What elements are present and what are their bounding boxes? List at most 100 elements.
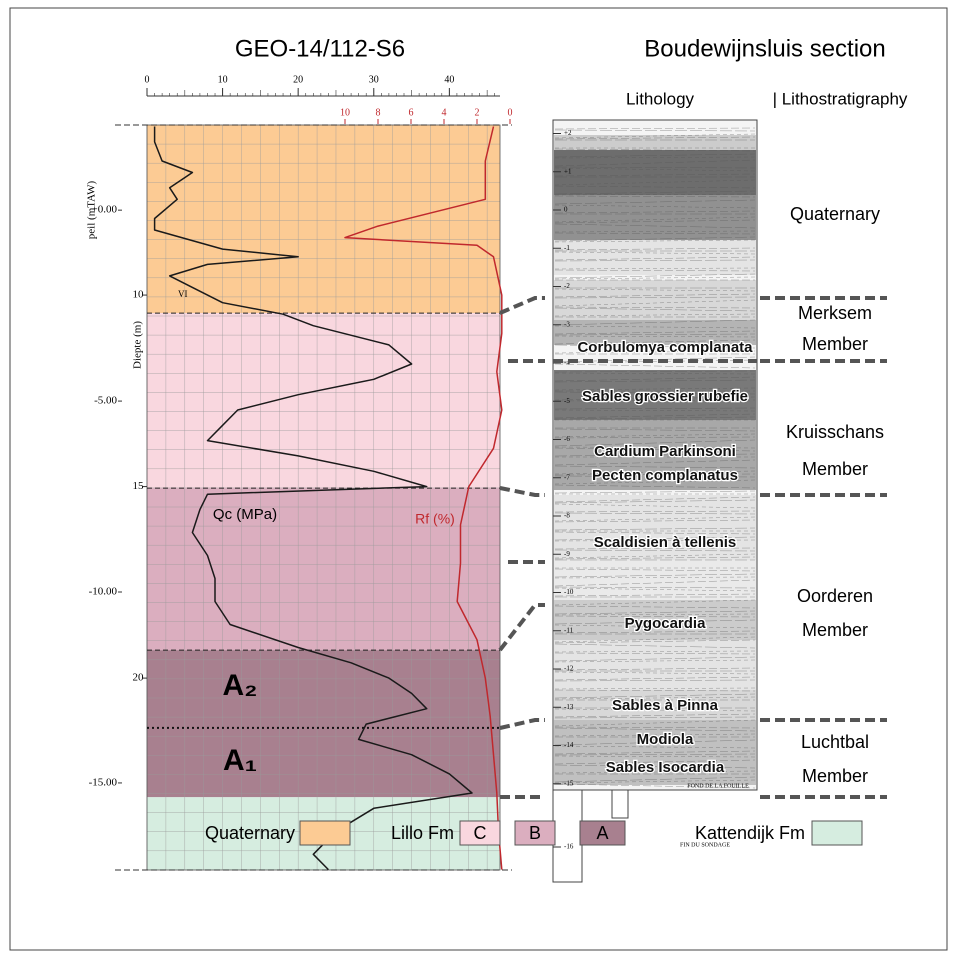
lithology-texture	[554, 344, 756, 349]
lithology-texture	[554, 667, 756, 671]
lithology-texture	[554, 156, 756, 159]
lithology-texture	[554, 267, 756, 270]
lithology-texture	[554, 230, 756, 233]
legend-swatch	[579, 820, 626, 846]
lithology-texture	[554, 779, 756, 784]
scale-tick-label: -8	[564, 512, 570, 520]
lithology-texture	[554, 475, 756, 478]
lithology-texture	[554, 129, 756, 132]
marker-label: VI	[178, 289, 188, 299]
legend-group-label: Lillo Fm	[391, 823, 454, 843]
chart-title: GEO-14/112-S6	[235, 35, 405, 62]
scale-tick-label: -12	[564, 665, 574, 673]
lithology-texture	[554, 484, 756, 489]
lithology-texture	[554, 407, 756, 410]
legend-swatch	[459, 820, 501, 846]
lithology-texture	[554, 727, 756, 732]
unit-label: Oorderen	[797, 586, 873, 606]
legend-label: Quaternary	[205, 823, 295, 843]
lithology-texture	[554, 764, 756, 769]
lithology-texture	[554, 719, 756, 727]
layer-label: Sables grossier rubefie	[582, 388, 748, 405]
scale-tick-label: -6	[564, 435, 570, 443]
lithology-texture	[554, 439, 756, 447]
lithology-texture	[554, 547, 756, 550]
lithology-texture	[554, 556, 756, 560]
qc-tick-label: 20	[293, 74, 303, 85]
lithology-texture	[554, 610, 756, 615]
layer-label: Sables à Pinna	[612, 697, 719, 714]
scale-tick-label: -16	[564, 843, 574, 851]
correlation-line	[499, 718, 545, 730]
layer-label: Cardium Parkinsoni	[594, 443, 736, 460]
unit-label: Merksem	[798, 303, 872, 323]
scale-tick-label: -1	[564, 244, 570, 252]
lithology-texture	[554, 232, 756, 235]
lithology-texture	[554, 256, 756, 261]
peil-tick-label: -5.00	[94, 395, 117, 407]
lithology-texture	[554, 204, 756, 209]
peil-tick-label: +0.00	[92, 204, 118, 216]
lithology-texture	[554, 148, 756, 152]
curve	[153, 126, 473, 871]
scale-tick-label: -5	[564, 397, 570, 405]
scale-tick-label: -13	[564, 703, 574, 711]
lithology-texture	[554, 372, 756, 375]
lithology-texture	[554, 726, 756, 729]
lithology-texture	[554, 687, 756, 690]
lithology-texture	[554, 470, 756, 475]
legend-label: A	[596, 823, 608, 843]
lithology-texture	[554, 293, 756, 298]
lithology-layer	[554, 495, 756, 560]
lithology-texture	[554, 576, 756, 579]
lithology-texture	[554, 195, 756, 198]
layer-label: Corbulomya complanata	[577, 339, 753, 356]
lithology-texture	[554, 216, 756, 223]
lithology-texture	[554, 496, 756, 503]
lithology-texture	[554, 459, 756, 466]
lithostratigraphy-header: | Lithostratigraphy	[773, 89, 908, 108]
section-note: FOND DE LA FOUILLE	[687, 783, 749, 789]
lithology-texture	[554, 379, 756, 383]
layer-label: Pecten complanatus	[592, 467, 738, 484]
peil-tick-label: -15.00	[89, 776, 118, 788]
rf-tick-label: 4	[442, 107, 447, 118]
lithology-texture	[554, 133, 756, 139]
lithology-texture	[554, 247, 756, 251]
unit-label: Member	[802, 766, 868, 786]
lithology-texture	[554, 479, 756, 485]
lithology-texture	[554, 185, 756, 189]
lithology-layer	[554, 690, 756, 720]
borehole	[552, 789, 583, 883]
lithology-texture	[554, 473, 756, 476]
lithology-texture	[554, 190, 756, 195]
lithology-texture	[554, 363, 756, 369]
lithology-texture	[554, 624, 756, 629]
lithology-texture	[554, 553, 756, 559]
unit-label: Kruisschans	[786, 422, 884, 442]
lithology-layer	[554, 150, 756, 195]
legend-swatch	[514, 820, 556, 846]
lithology-layer	[554, 370, 756, 420]
frame	[9, 7, 948, 951]
layer-label: Sables Isocardia	[606, 759, 725, 776]
lithology-texture	[554, 159, 756, 167]
legend-label: Kattendijk Fm	[695, 823, 805, 843]
lithology-texture	[554, 325, 756, 329]
lithology-texture	[554, 750, 756, 755]
lithology-texture	[554, 652, 756, 655]
qc-label: Qc (MPa)	[213, 506, 277, 523]
legend-swatch	[811, 820, 863, 846]
lithology-texture	[554, 755, 756, 758]
scale-tick-label: -2	[564, 282, 570, 290]
lithology-texture	[554, 671, 756, 675]
lithology-texture	[554, 239, 756, 243]
rf-label: Rf (%)	[415, 511, 455, 527]
lithology-texture	[554, 223, 756, 229]
lithology-texture	[554, 335, 756, 338]
lithology-texture	[554, 136, 756, 140]
subunit-label: A₁	[223, 744, 257, 777]
lithology-texture	[554, 516, 756, 522]
rf-tick-label: 2	[475, 107, 480, 118]
qc-tick-label: 0	[145, 74, 150, 85]
